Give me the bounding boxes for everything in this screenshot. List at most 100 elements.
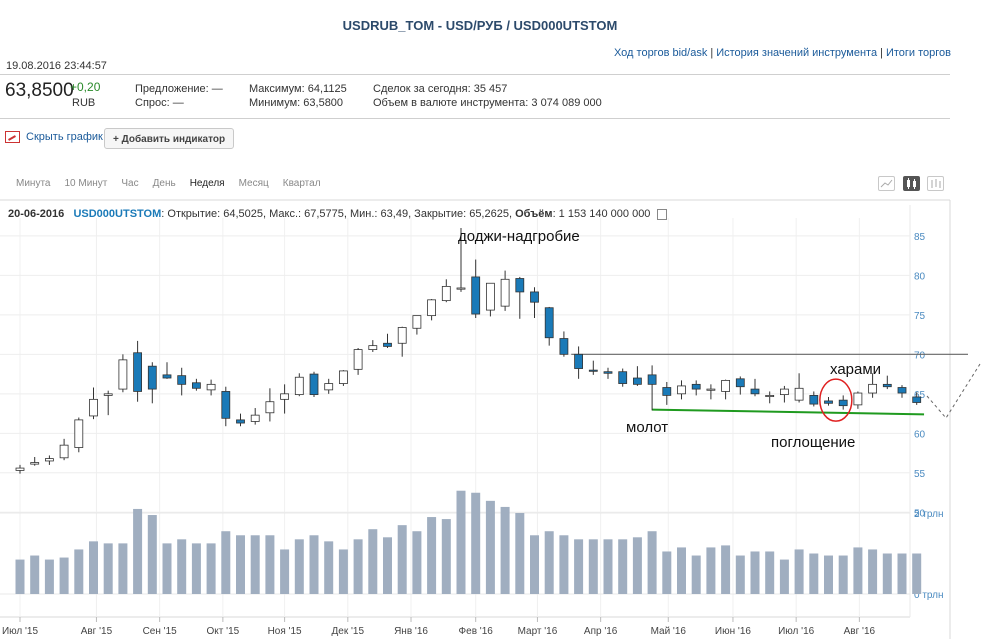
candle-up — [780, 388, 789, 396]
candle-up — [265, 401, 275, 414]
add-indicator-button[interactable]: + Добавить индикатор — [104, 128, 235, 149]
candle-up — [118, 359, 128, 390]
volume-bar — [221, 531, 231, 594]
volume-tick-label: 2 трлн — [914, 509, 944, 520]
candle-up — [485, 282, 495, 311]
x-tick-label: Авг '16 — [844, 626, 876, 637]
volume-bar — [44, 559, 54, 594]
forecast-line — [926, 363, 981, 419]
offer-label: Предложение: — [135, 83, 209, 95]
min-stat: Минимум: 63,5800 — [249, 97, 343, 109]
volume-bar — [162, 543, 172, 594]
max-stat: Максимум: 64,1125 — [249, 83, 347, 95]
volume-bar — [280, 549, 290, 594]
volume-bar — [441, 519, 451, 594]
link-bid-ask[interactable]: Ход торгов bid/ask — [613, 47, 708, 59]
min-label: Минимум: — [249, 97, 301, 109]
volume-bar — [191, 543, 201, 594]
header-links: Ход торгов bid/ask | История значений инст… — [613, 47, 951, 59]
tab-day[interactable]: День — [152, 178, 176, 189]
candle-down — [544, 307, 554, 339]
candle-down — [383, 342, 392, 347]
tab-hour[interactable]: Час — [121, 178, 139, 189]
document-icon[interactable] — [656, 208, 667, 220]
bid-label: Спрос: — [135, 97, 170, 109]
candle-up — [677, 385, 686, 395]
candle-up — [294, 376, 304, 396]
candle-down — [633, 377, 642, 385]
candle-down — [574, 353, 583, 369]
deals-label: Сделок за сегодня: — [373, 83, 471, 95]
bar-chart-icon[interactable] — [927, 176, 944, 191]
candle-up — [45, 458, 54, 462]
volume-bar — [89, 541, 98, 594]
line-chart-icon[interactable] — [878, 176, 895, 191]
x-tick-label: Июн '16 — [715, 626, 751, 637]
volume-bar — [677, 547, 686, 594]
volume-bar — [353, 539, 363, 594]
candle-up — [280, 393, 290, 400]
candle-up — [324, 383, 334, 391]
min-value: 63,5800 — [303, 97, 344, 109]
volume-bar — [574, 539, 584, 594]
volume-bar — [338, 549, 348, 594]
x-tick-label: Фев '16 — [459, 626, 494, 637]
candle-chart-icon[interactable] — [903, 176, 920, 191]
candle-up — [368, 345, 378, 350]
volume-bar — [500, 506, 510, 594]
tab-week[interactable]: Неделя — [189, 178, 225, 189]
tab-minute[interactable]: Минута — [16, 178, 51, 189]
y-tick-label: 80 — [914, 271, 926, 282]
volume-bar — [647, 531, 657, 594]
volume-bar — [250, 535, 260, 594]
volume-bar — [588, 539, 598, 594]
volume-bar — [530, 535, 539, 594]
x-tick-label: Сен '15 — [143, 626, 178, 637]
candle-down — [162, 374, 172, 379]
volume-bar — [265, 535, 275, 594]
volume-bar — [721, 545, 731, 594]
volume-bar — [882, 553, 892, 594]
max-label: Максимум: — [249, 83, 305, 95]
volume-bar — [427, 517, 437, 594]
volume-bar — [838, 555, 848, 594]
volume-bar — [485, 500, 495, 594]
volume-bar — [809, 553, 819, 594]
tab-month[interactable]: Месяц — [238, 178, 269, 189]
x-tick-label: Ноя '15 — [268, 626, 302, 637]
volume-bar — [177, 539, 187, 594]
candle-up — [30, 462, 40, 465]
x-tick-label: Июл '16 — [778, 626, 815, 637]
candle-down — [530, 291, 539, 303]
candle-down — [647, 374, 657, 385]
link-history[interactable]: История значений инструмента — [716, 47, 878, 59]
candle-down — [882, 383, 892, 388]
support-line — [652, 408, 925, 416]
volume-bar — [735, 555, 745, 594]
volume-bar — [412, 531, 422, 594]
volume-bar — [853, 547, 863, 594]
candle-up — [794, 387, 804, 401]
candle-down — [912, 396, 922, 403]
tab-10-minutes[interactable]: 10 Минут — [64, 178, 108, 189]
tab-quarter[interactable]: Квартал — [282, 178, 321, 189]
volume-bar — [236, 535, 245, 594]
candle-down — [221, 391, 231, 419]
y-tick-label: 70 — [914, 350, 926, 361]
candle-down — [735, 378, 745, 388]
hide-chart-link[interactable]: Скрыть график — [5, 131, 103, 143]
volume-bar — [15, 559, 25, 594]
candle-down — [177, 375, 187, 385]
volume-label: Объем в валюте инструмента: — [373, 97, 529, 109]
volume-bar — [294, 539, 304, 594]
candle-down — [191, 382, 201, 389]
info-date: 20-06-2016 — [8, 208, 65, 220]
link-results[interactable]: Итоги торгов — [885, 47, 951, 59]
price-currency: RUB — [72, 97, 96, 109]
candle-up — [103, 393, 113, 396]
volume-bar — [662, 551, 672, 594]
candle-up — [721, 379, 730, 392]
volume-bar — [59, 557, 69, 594]
x-tick-label: Июл '15 — [2, 626, 39, 637]
